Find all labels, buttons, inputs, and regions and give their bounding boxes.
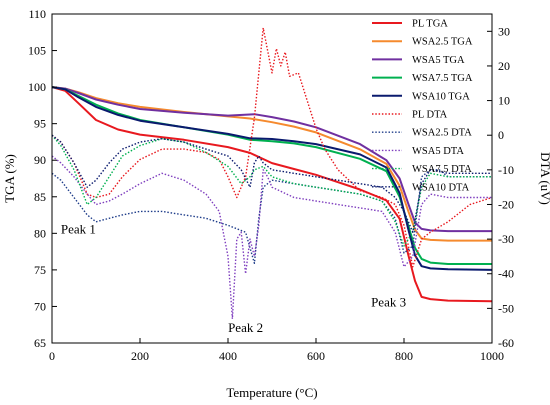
annotations: Peak 1 Peak 2 Peak 3 (61, 221, 406, 335)
right-y-tick-label: -10 (498, 163, 514, 177)
right-y-tick-label: -30 (498, 232, 514, 246)
x-axis: 0 200 400 600 800 1000 (49, 338, 504, 363)
right-y-tick-label: -60 (498, 336, 514, 350)
x-tick-label: 800 (395, 349, 413, 363)
legend-entry-label: WSA2.5 TGA (412, 37, 473, 48)
series-line-wsa2-5-dta (52, 169, 492, 264)
left-y-tick-label: 100 (28, 80, 46, 94)
series-line-wsa10-dta (52, 134, 492, 233)
right-y-axis-label: DTA (uV) (538, 152, 550, 205)
legend-entry-label: WSA7.5 TGA (412, 73, 473, 84)
left-y-tick-label: 80 (34, 226, 46, 240)
legend-entry-label: WSA10 DTA (412, 182, 470, 193)
x-axis-label: Temperature (°C) (226, 385, 317, 400)
series-layer (52, 27, 492, 320)
left-y-tick-label: 90 (34, 153, 46, 167)
series-line-wsa7-5-tga (52, 86, 492, 265)
left-y-tick-label: 65 (34, 336, 46, 350)
plot-frame (51, 13, 493, 344)
legend-entry-label: WSA5 DTA (412, 146, 464, 157)
left-y-tick-label: 95 (34, 117, 46, 131)
x-tick-label: 0 (49, 349, 55, 363)
right-y-tick-label: -20 (498, 197, 514, 211)
x-tick-label: 1000 (480, 349, 504, 363)
series-line-wsa2-5-tga (52, 86, 492, 242)
series-line-wsa5-dta (52, 155, 492, 320)
left-y-tick-label: 110 (28, 7, 46, 21)
left-y-axis-label: TGA (%) (2, 154, 17, 203)
right-y-axis: -60 -50 -40 -30 -20 -10 0 10 20 30 (487, 24, 514, 350)
series-line-pl-tga (52, 86, 492, 303)
x-tick-label: 600 (307, 349, 325, 363)
left-y-tick-label: 75 (34, 263, 46, 277)
legend-entry-label: WSA7.5 DTA (412, 164, 472, 175)
x-tick-label: 200 (131, 349, 149, 363)
right-y-tick-label: -50 (498, 301, 514, 315)
left-y-tick-label: 85 (34, 190, 46, 204)
x-tick-label: 400 (219, 349, 237, 363)
left-y-axis: 65 70 75 80 85 90 95 100 105 110 (28, 7, 57, 350)
peak-annotation: Peak 1 (61, 221, 96, 236)
right-y-tick-label: 0 (498, 128, 504, 142)
right-y-tick-label: 10 (498, 94, 510, 108)
legend-entry-label: WSA2.5 DTA (412, 128, 472, 139)
peak-annotation: Peak 2 (228, 320, 263, 335)
legend-entry-label: PL DTA (412, 110, 448, 121)
left-y-tick-label: 70 (34, 299, 46, 313)
series-line-pl-dta (52, 27, 492, 268)
legend: PL TGA WSA2.5 TGA WSA5 TGA WSA7.5 TGA WSA10 … (372, 19, 473, 193)
legend-entry-label: PL TGA (412, 19, 448, 30)
left-y-tick-label: 105 (28, 44, 46, 58)
right-y-tick-label: -40 (498, 267, 514, 281)
right-y-tick-label: 20 (498, 59, 510, 73)
right-y-tick-label: 30 (498, 24, 510, 38)
series-line-wsa10-tga (52, 86, 492, 271)
legend-entry-label: WSA5 TGA (412, 55, 465, 66)
legend-entry-label: WSA10 TGA (412, 91, 470, 102)
peak-annotation: Peak 3 (371, 294, 406, 309)
series-line-wsa5-tga (52, 86, 492, 233)
series-line-wsa7-5-dta (52, 134, 492, 247)
